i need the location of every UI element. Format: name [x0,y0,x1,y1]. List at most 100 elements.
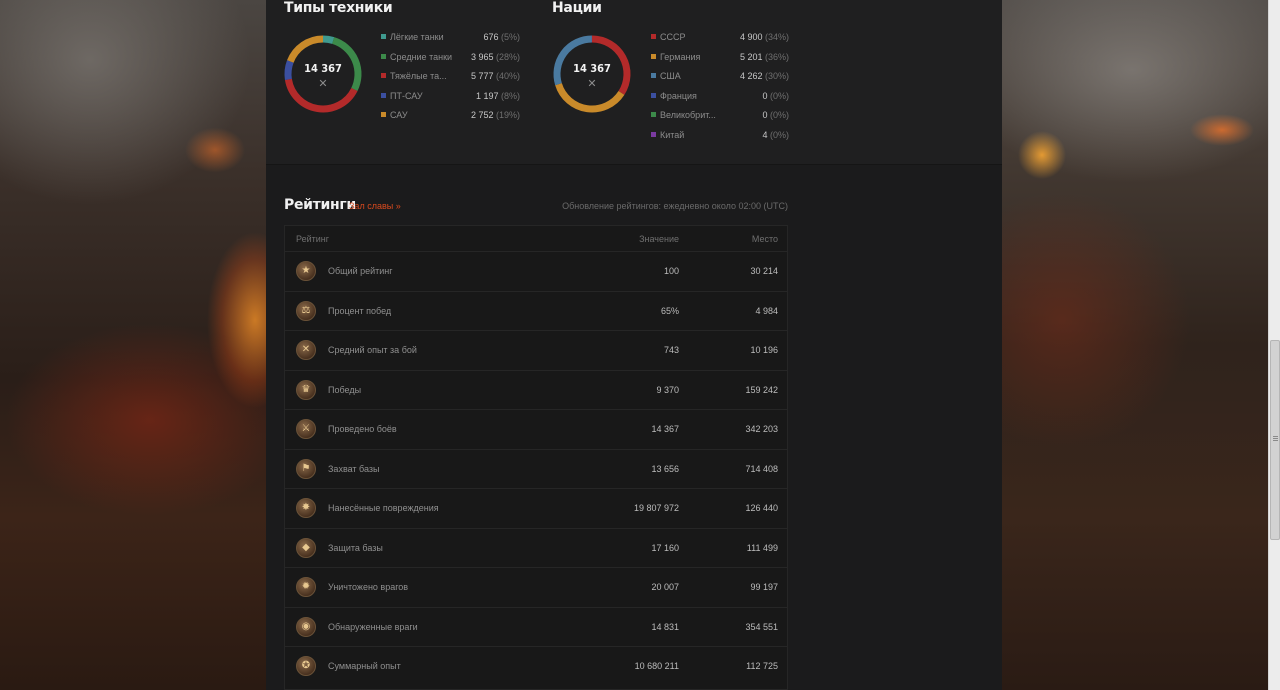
legend-count: 0 [762,90,768,101]
legend-item-сша: США 4 262 (30%) [651,69,789,83]
damage-icon: ✸ [296,498,316,518]
rating-place: 99 197 [750,582,778,592]
avg-xp-icon: ✕ [296,340,316,360]
nation-flag-icon [651,131,656,137]
legend-count: 3 965 [470,51,494,62]
rating-row: ◆ Защита базы 17 160 111 499 [285,527,787,568]
donut-segment-ссср [591,35,631,95]
rating-value: 19 807 972 [633,503,679,513]
legend-percent: (0%) [769,90,789,101]
hall-of-fame-link[interactable]: Зал славы » [349,201,401,211]
rating-place: 4 984 [755,305,778,316]
rating-value: 10 680 211 [634,661,679,671]
rating-place: 354 551 [745,621,778,632]
header-place[interactable]: Место [751,234,778,244]
battles-icon: ⚔ [296,419,316,439]
legend-percent: (0%) [769,110,789,120]
nations-donut: 14 367 ✕ [552,34,632,114]
legend-label: Тяжёлые та... [390,71,447,81]
legend-label: Лёгкие танки [390,32,444,42]
legend-count: 1 197 [475,90,499,101]
rating-place: 159 242 [745,384,778,395]
rating-row: ⚑ Захват базы 13 656 714 408 [285,448,787,489]
legend-count: 676 [483,32,499,42]
header-value[interactable]: Значение [639,234,679,244]
legend-item-великобрит: Великобрит... 0 (0%) [651,108,789,122]
rating-place: 342 203 [745,424,778,434]
nation-flag-icon [651,73,656,78]
rating-row: ✹ Уничтожено врагов 20 007 99 197 [285,567,787,607]
rating-value: 100 [663,266,679,276]
legend-percent: (0%) [769,129,789,140]
win-rate-icon: ⚖ [296,300,316,321]
legend-item-ссср: СССР 4 900 (34%) [651,30,789,44]
rating-value: 9 370 [656,384,679,395]
legend-label: Германия [660,51,701,62]
nations-chart [553,35,631,113]
rating-name: Общий рейтинг [328,266,393,276]
rating-row: ◉ Обнаруженные враги 14 831 354 551 [285,606,787,647]
destroyed-icon: ✹ [296,577,316,597]
base-defense-icon: ◆ [296,537,316,558]
rating-name: Проведено боёв [328,424,397,434]
rating-row: ⚖ Процент побед 65% 4 984 [285,290,787,331]
legend-value: 0 (0%) [762,89,789,103]
main-content: Типы техники 14 367 ✕ Лёгкие танки 676 (5… [266,0,1002,690]
nation-flag-icon [381,34,386,39]
donut-segment-средние-танки [332,37,362,92]
rating-value: 743 [663,345,679,355]
legend-percent: (8%) [500,90,520,101]
legend-item-сау: САУ 2 752 (19%) [381,108,520,122]
page-scrollbar[interactable] [1268,0,1280,690]
rating-value: 65% [660,305,679,316]
scrollbar-thumb[interactable] [1270,340,1280,540]
legend-count: 4 [762,129,768,140]
legend-label: ПТ-САУ [390,90,423,101]
rating-row: ♛ Победы 9 370 159 242 [285,369,787,410]
legend-label: Китай [660,129,685,140]
nation-flag-icon [651,53,656,59]
vehicle-types-title: Типы техники [284,0,393,16]
legend-label: Великобрит... [660,110,716,120]
rating-place: 126 440 [745,503,778,513]
legend-percent: (34%) [764,32,789,42]
legend-value: 676 (5%) [483,30,520,44]
rating-row: ✪ Суммарный опыт 10 680 211 112 725 [285,646,787,686]
header-rating[interactable]: Рейтинг [296,234,330,244]
legend-percent: (19%) [495,110,520,120]
rating-value: 17 160 [651,542,679,553]
legend-item-франция: Франция 0 (0%) [651,89,789,103]
rating-value: 20 007 [651,582,679,592]
rating-row: ⚔ Проведено боёв 14 367 342 203 [285,409,787,449]
rating-value: 14 367 [651,424,679,434]
legend-count: 5 201 [739,51,763,62]
rating-place: 30 214 [750,266,778,276]
legend-percent: (5%) [500,32,520,42]
crossed-swords-icon: ✕ [318,78,328,90]
legend-item-средние-танки: Средние танки 3 965 (28%) [381,50,520,64]
legend-value: 5 201 (36%) [740,50,789,64]
rating-name: Победы [328,384,362,395]
background-art-left [0,0,266,690]
legend-item-тяжёлые-та: Тяжёлые та... 5 777 (40%) [381,69,520,83]
legend-count: 4 262 [739,71,763,81]
ratings-table: Рейтинг Значение Место ★ Общий рейтинг 100… [284,225,788,690]
victories-icon: ♛ [296,379,316,400]
stats-panel: Типы техники 14 367 ✕ Лёгкие танки 676 (5… [266,0,1002,165]
legend-value: 4 900 (34%) [740,30,789,44]
legend-item-лёгкие-танки: Лёгкие танки 676 (5%) [381,30,520,44]
donut-segment-лёгкие-танки [322,35,335,44]
ratings-title: Рейтинги [284,197,356,213]
legend-value: 4 262 (30%) [740,69,789,83]
rating-value: 13 656 [651,463,679,474]
donut-segment-сша [553,35,593,86]
legend-label: Франция [660,90,697,101]
rating-name: Обнаруженные враги [328,621,418,632]
nation-flag-icon [651,92,656,98]
nation-flag-icon [651,34,656,39]
overall-rating-icon: ★ [296,261,316,281]
rating-place: 714 408 [745,463,778,474]
rating-name: Суммарный опыт [328,661,401,671]
legend-value: 1 197 (8%) [476,89,520,103]
legend-label: САУ [390,110,408,120]
